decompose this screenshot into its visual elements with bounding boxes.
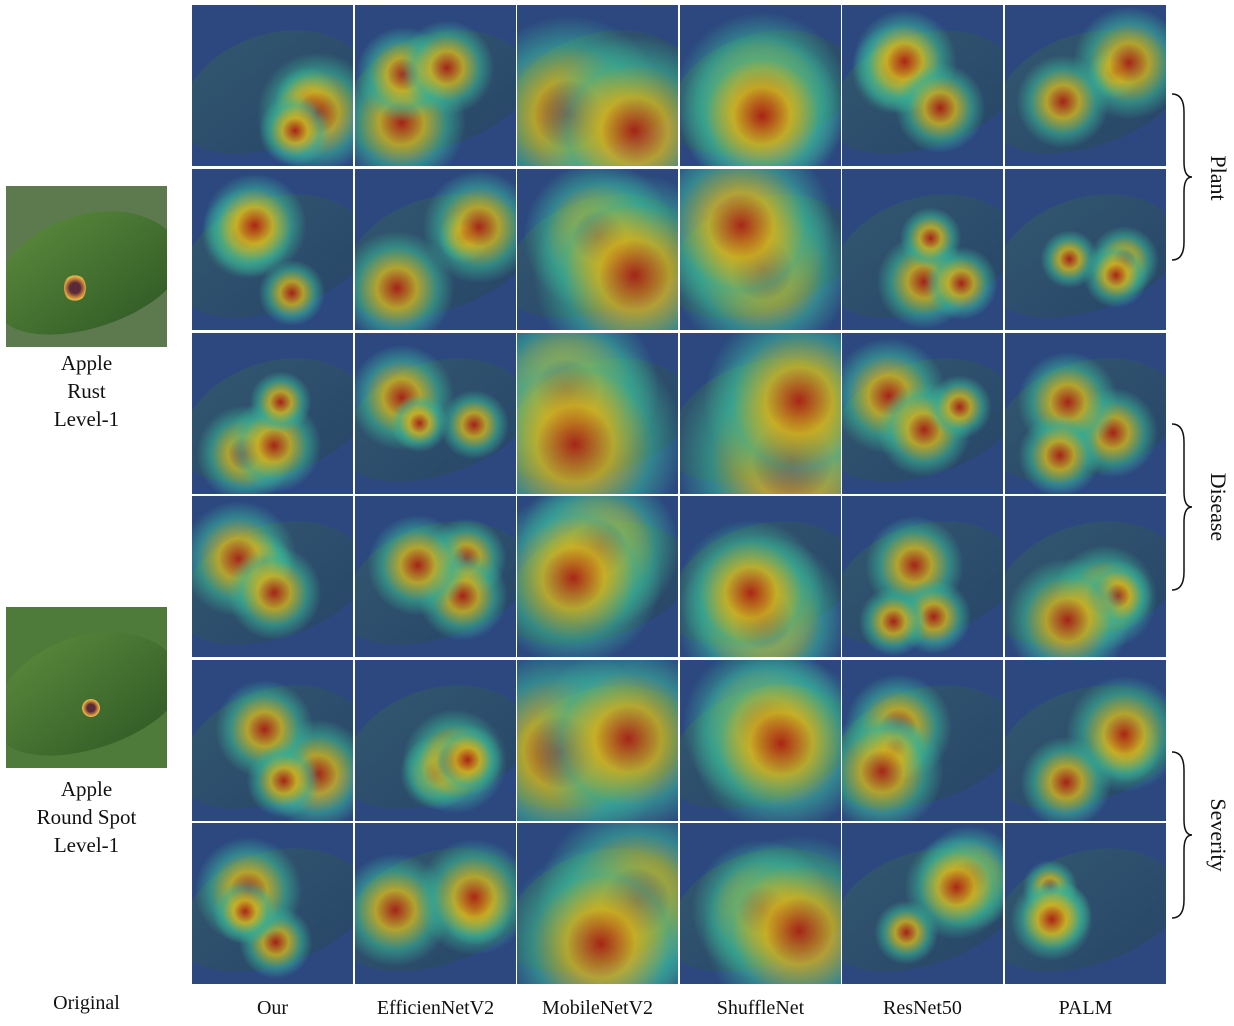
original-caption-1: Apple Rust Level-1: [6, 349, 167, 433]
heatmap-0-0: [192, 5, 353, 166]
heatmap-4-3: [680, 660, 841, 821]
heatmap-1-3: [680, 169, 841, 330]
heatmap-0-5: [1005, 5, 1166, 166]
heatmap-0-1: [355, 5, 516, 166]
column-label-resnet50: ResNet50: [883, 997, 962, 1019]
heatmap-3-1: [355, 496, 516, 657]
disease-name: Rust: [67, 379, 106, 403]
column-label-palm: PALM: [1058, 997, 1113, 1019]
heatmap-5-2: [517, 823, 678, 984]
heatmap-2-2: [517, 333, 678, 494]
heatmap-2-4: [842, 333, 1003, 494]
plant-name: Apple: [60, 777, 113, 801]
brace-plant: [1171, 93, 1192, 261]
plant-name: Apple: [60, 351, 113, 375]
heatmap-4-1: [355, 660, 516, 821]
heatmap-0-3: [680, 5, 841, 166]
severity-level: Level-1: [53, 407, 120, 431]
heatmap-1-0: [192, 169, 353, 330]
original-image-apple-rust: [6, 186, 167, 347]
group-label-severity: Severity: [1206, 798, 1231, 872]
heatmap-1-4: [842, 169, 1003, 330]
heatmap-4-2: [517, 660, 678, 821]
heatmap-1-2: [517, 169, 678, 330]
column-label-mobilenetv2: MobileNetV2: [541, 997, 654, 1019]
original-caption-2: Apple Round Spot Level-1: [6, 775, 167, 859]
brace-disease: [1171, 423, 1192, 591]
brace-severity: [1171, 751, 1192, 919]
original-column-label: Original: [53, 992, 120, 1014]
severity-level: Level-1: [53, 833, 120, 857]
disease-name: Round Spot: [36, 805, 137, 829]
column-label-shufflenet: ShuffleNet: [716, 997, 805, 1019]
heatmap-2-5: [1005, 333, 1166, 494]
heatmap-1-1: [355, 169, 516, 330]
heatmap-5-0: [192, 823, 353, 984]
column-label-efficientnetv2: EfficienNetV2: [376, 997, 495, 1019]
heatmap-3-0: [192, 496, 353, 657]
heatmap-4-0: [192, 660, 353, 821]
original-image-apple-round-spot: [6, 607, 167, 768]
group-label-disease: Disease: [1206, 472, 1231, 542]
heatmap-4-4: [842, 660, 1003, 821]
heatmap-3-5: [1005, 496, 1166, 657]
heatmap-2-0: [192, 333, 353, 494]
heatmap-1-5: [1005, 169, 1166, 330]
heatmap-0-4: [842, 5, 1003, 166]
heatmap-5-3: [680, 823, 841, 984]
heatmap-2-1: [355, 333, 516, 494]
heatmap-0-2: [517, 5, 678, 166]
heatmap-5-4: [842, 823, 1003, 984]
heatmap-3-2: [517, 496, 678, 657]
heatmap-3-4: [842, 496, 1003, 657]
heatmap-5-5: [1005, 823, 1166, 984]
heatmap-4-5: [1005, 660, 1166, 821]
column-label-our: Our: [256, 997, 289, 1019]
heatmap-3-3: [680, 496, 841, 657]
group-label-plant: Plant: [1206, 155, 1231, 201]
heatmap-5-1: [355, 823, 516, 984]
heatmap-2-3: [680, 333, 841, 494]
